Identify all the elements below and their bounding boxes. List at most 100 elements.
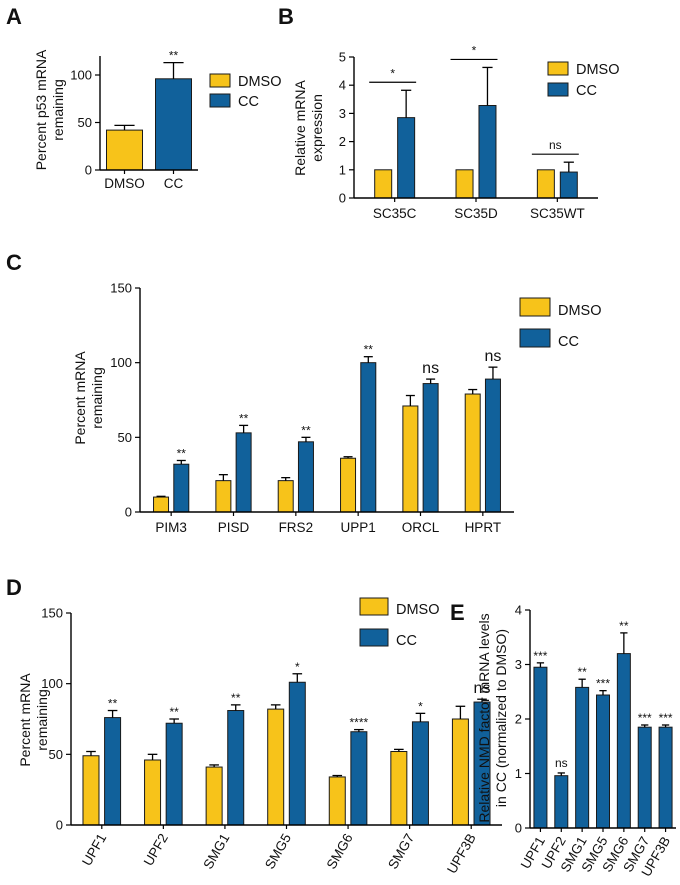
legend-swatch-cc [359,628,389,647]
significance-annotation: * [418,699,423,713]
bar-smg5 [596,694,610,829]
bar-dmso-upf3b [451,718,469,826]
y-tick-label: 150 [110,281,132,296]
bar-cc-upf2 [165,722,183,826]
significance-annotation: ** [239,411,249,425]
y-tick-label: 2 [515,712,522,727]
significance-annotation: * [390,66,395,80]
significance-annotation: ns [422,360,439,377]
panel-e: UPF1***UPF2nsSMG1**SMG5***SMG6**SMG7***U… [450,600,676,879]
bar-cc-orcl [422,383,439,513]
significance-annotation: ns [555,756,568,770]
significance-annotation: * [295,660,300,674]
panel-label: D [6,575,22,600]
panel-c: PIM3 ** PISD ** FRS2 ** UPP1 ** ORCL ns HPRT ns 0 50 1… [6,250,602,535]
legend-label-dmso: DMSO [396,602,440,618]
bar-cc-upp1 [360,362,377,513]
y-axis-label-line: remaining [34,689,50,750]
y-axis-label: Percent mRNAremaining [17,673,50,767]
legend-swatch-cc [519,328,551,348]
bar-cc-upf1 [104,717,122,826]
bar-upf2 [554,775,569,829]
y-axis-label: Percent p53 mRNAremaining [33,49,66,170]
legend-label-cc: CC [576,83,597,99]
bar-smg1 [575,686,590,829]
significance-annotation: ** [231,691,241,705]
y-axis-label-line: Percent mRNA [17,673,33,767]
bar-cc-smg6 [350,731,368,826]
legend-swatch-dmso [519,297,551,317]
y-axis-label-line: Relative NMD factor mRNA levels [476,613,492,822]
y-axis-label: Relative NMD factor mRNA levelsin CC (no… [476,613,509,822]
bar-dmso-pim3 [153,496,170,513]
bar-cc-smg1 [227,710,245,826]
significance-annotation: ns [474,680,491,697]
y-tick-label: 100 [70,68,92,83]
bar-cc-sc35wt [559,171,578,199]
bar-cc-pim3 [173,463,190,513]
y-axis-label-line: remaining [89,367,105,428]
panel-a: DMSO CC ** 0 50 100 Percent p53 mRNAremaining A… [6,4,282,191]
bar-dmso-orcl [402,405,419,513]
x-tick-label: SC35C [373,206,417,221]
bar-dmso-upf1 [82,755,100,826]
significance-annotation: ns [485,348,502,365]
y-tick-label: 0 [125,505,132,520]
y-tick-label: 3 [515,657,522,672]
bar-cc-pisd [235,432,252,513]
legend-swatch-cc [209,93,231,108]
bar-cc-hprt [484,378,501,513]
x-tick-label: SC35WT [530,206,585,221]
legend-label-cc: CC [558,334,579,350]
legend-swatch-dmso [359,597,389,616]
panel-d: UPF1 ** UPF2 ** SMG1 ** SMG5 * SMG6 **** SMG7 * UPF3… [6,575,502,876]
x-tick-label: SMG7 [385,831,417,872]
y-tick-label: 150 [41,606,63,621]
y-tick-label: 100 [41,676,63,691]
significance-annotation: ** [619,619,629,633]
x-tick-label: DMSO [104,176,145,191]
bar-cc-frs2 [297,441,314,513]
legend-swatch-dmso [547,61,569,76]
y-axis-label-line: expression [309,94,325,162]
x-tick-label: PIM3 [155,520,187,535]
legend-swatch-dmso [209,73,231,88]
y-axis-label-line: Percent p53 mRNA [33,49,49,170]
significance-annotation: *** [638,711,652,725]
bar-cc-sc35d [478,105,497,199]
y-tick-label: 50 [118,430,132,445]
bar-cc-sc35c [397,117,416,199]
y-axis-label-line: remaining [50,79,66,140]
bar-dmso-upf2 [144,759,162,826]
significance-annotation: * [472,43,477,57]
significance-annotation: ** [108,697,118,711]
y-tick-label: 0 [56,818,63,833]
legend-label-dmso: DMSO [558,303,602,319]
significance-annotation: ** [577,665,587,679]
bar-smg6 [616,653,631,829]
x-tick-label: PISD [218,520,250,535]
significance-annotation: ** [169,705,179,719]
significance-annotation: ** [177,446,187,460]
bar-dmso-frs2 [277,480,294,513]
significance-annotation: ** [169,49,179,63]
legend-label-cc: CC [396,633,417,649]
panel-label: C [6,250,22,275]
bar-dmso-smg1 [205,766,223,826]
y-tick-label: 50 [49,747,63,762]
panel-label: E [450,600,465,625]
bar-dmso-sc35d [455,169,474,199]
x-tick-label: UPF2 [141,831,171,868]
y-tick-label: 1 [515,766,522,781]
bar-dmso [106,129,143,171]
bar-dmso-smg5 [267,708,285,826]
x-tick-label: UPF1 [79,831,109,868]
legend-label-dmso: DMSO [576,62,620,78]
y-tick-label: 4 [339,78,346,93]
y-tick-label: 2 [339,134,346,149]
legend-label-dmso: DMSO [238,74,282,90]
significance-annotation: *** [596,677,610,691]
y-axis-label: Percent mRNAremaining [72,351,105,445]
bar-upf1 [533,666,548,829]
